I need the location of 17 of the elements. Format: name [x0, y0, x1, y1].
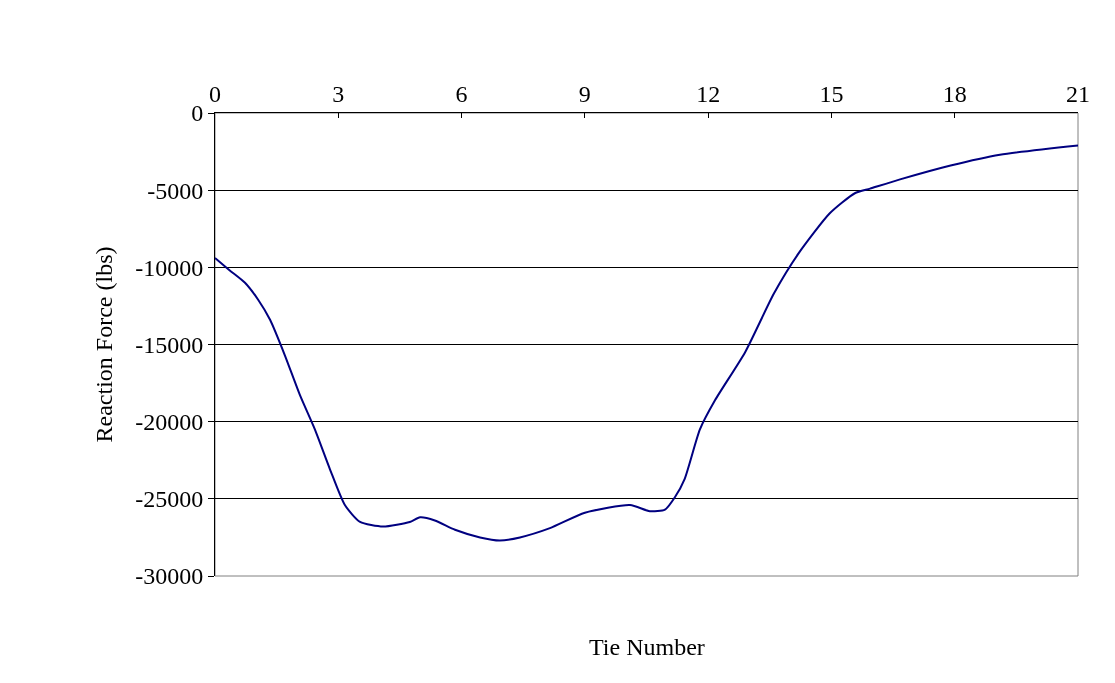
x-tick-label: 15: [819, 81, 844, 108]
y-tick-label: -30000: [135, 563, 204, 590]
x-tick-label: 6: [455, 81, 468, 108]
y-tick-label: -25000: [135, 486, 204, 513]
x-tick-label: 3: [332, 81, 345, 108]
y-axis-title: Reaction Force (lbs): [91, 246, 118, 443]
x-tick-label: 12: [696, 81, 721, 108]
y-tick-label: -5000: [147, 177, 204, 204]
x-tick-label: 0: [209, 81, 221, 108]
y-tick-label: -20000: [135, 409, 204, 436]
y-tick-label: -10000: [135, 254, 204, 281]
y-tick-label: 0: [191, 100, 204, 127]
x-tick-label: 18: [942, 81, 967, 108]
x-axis-title: Tie Number: [589, 634, 705, 660]
x-tick-label: 9: [578, 81, 591, 108]
x-tick-label: 21: [1066, 81, 1090, 108]
y-tick-label: -15000: [135, 331, 204, 358]
